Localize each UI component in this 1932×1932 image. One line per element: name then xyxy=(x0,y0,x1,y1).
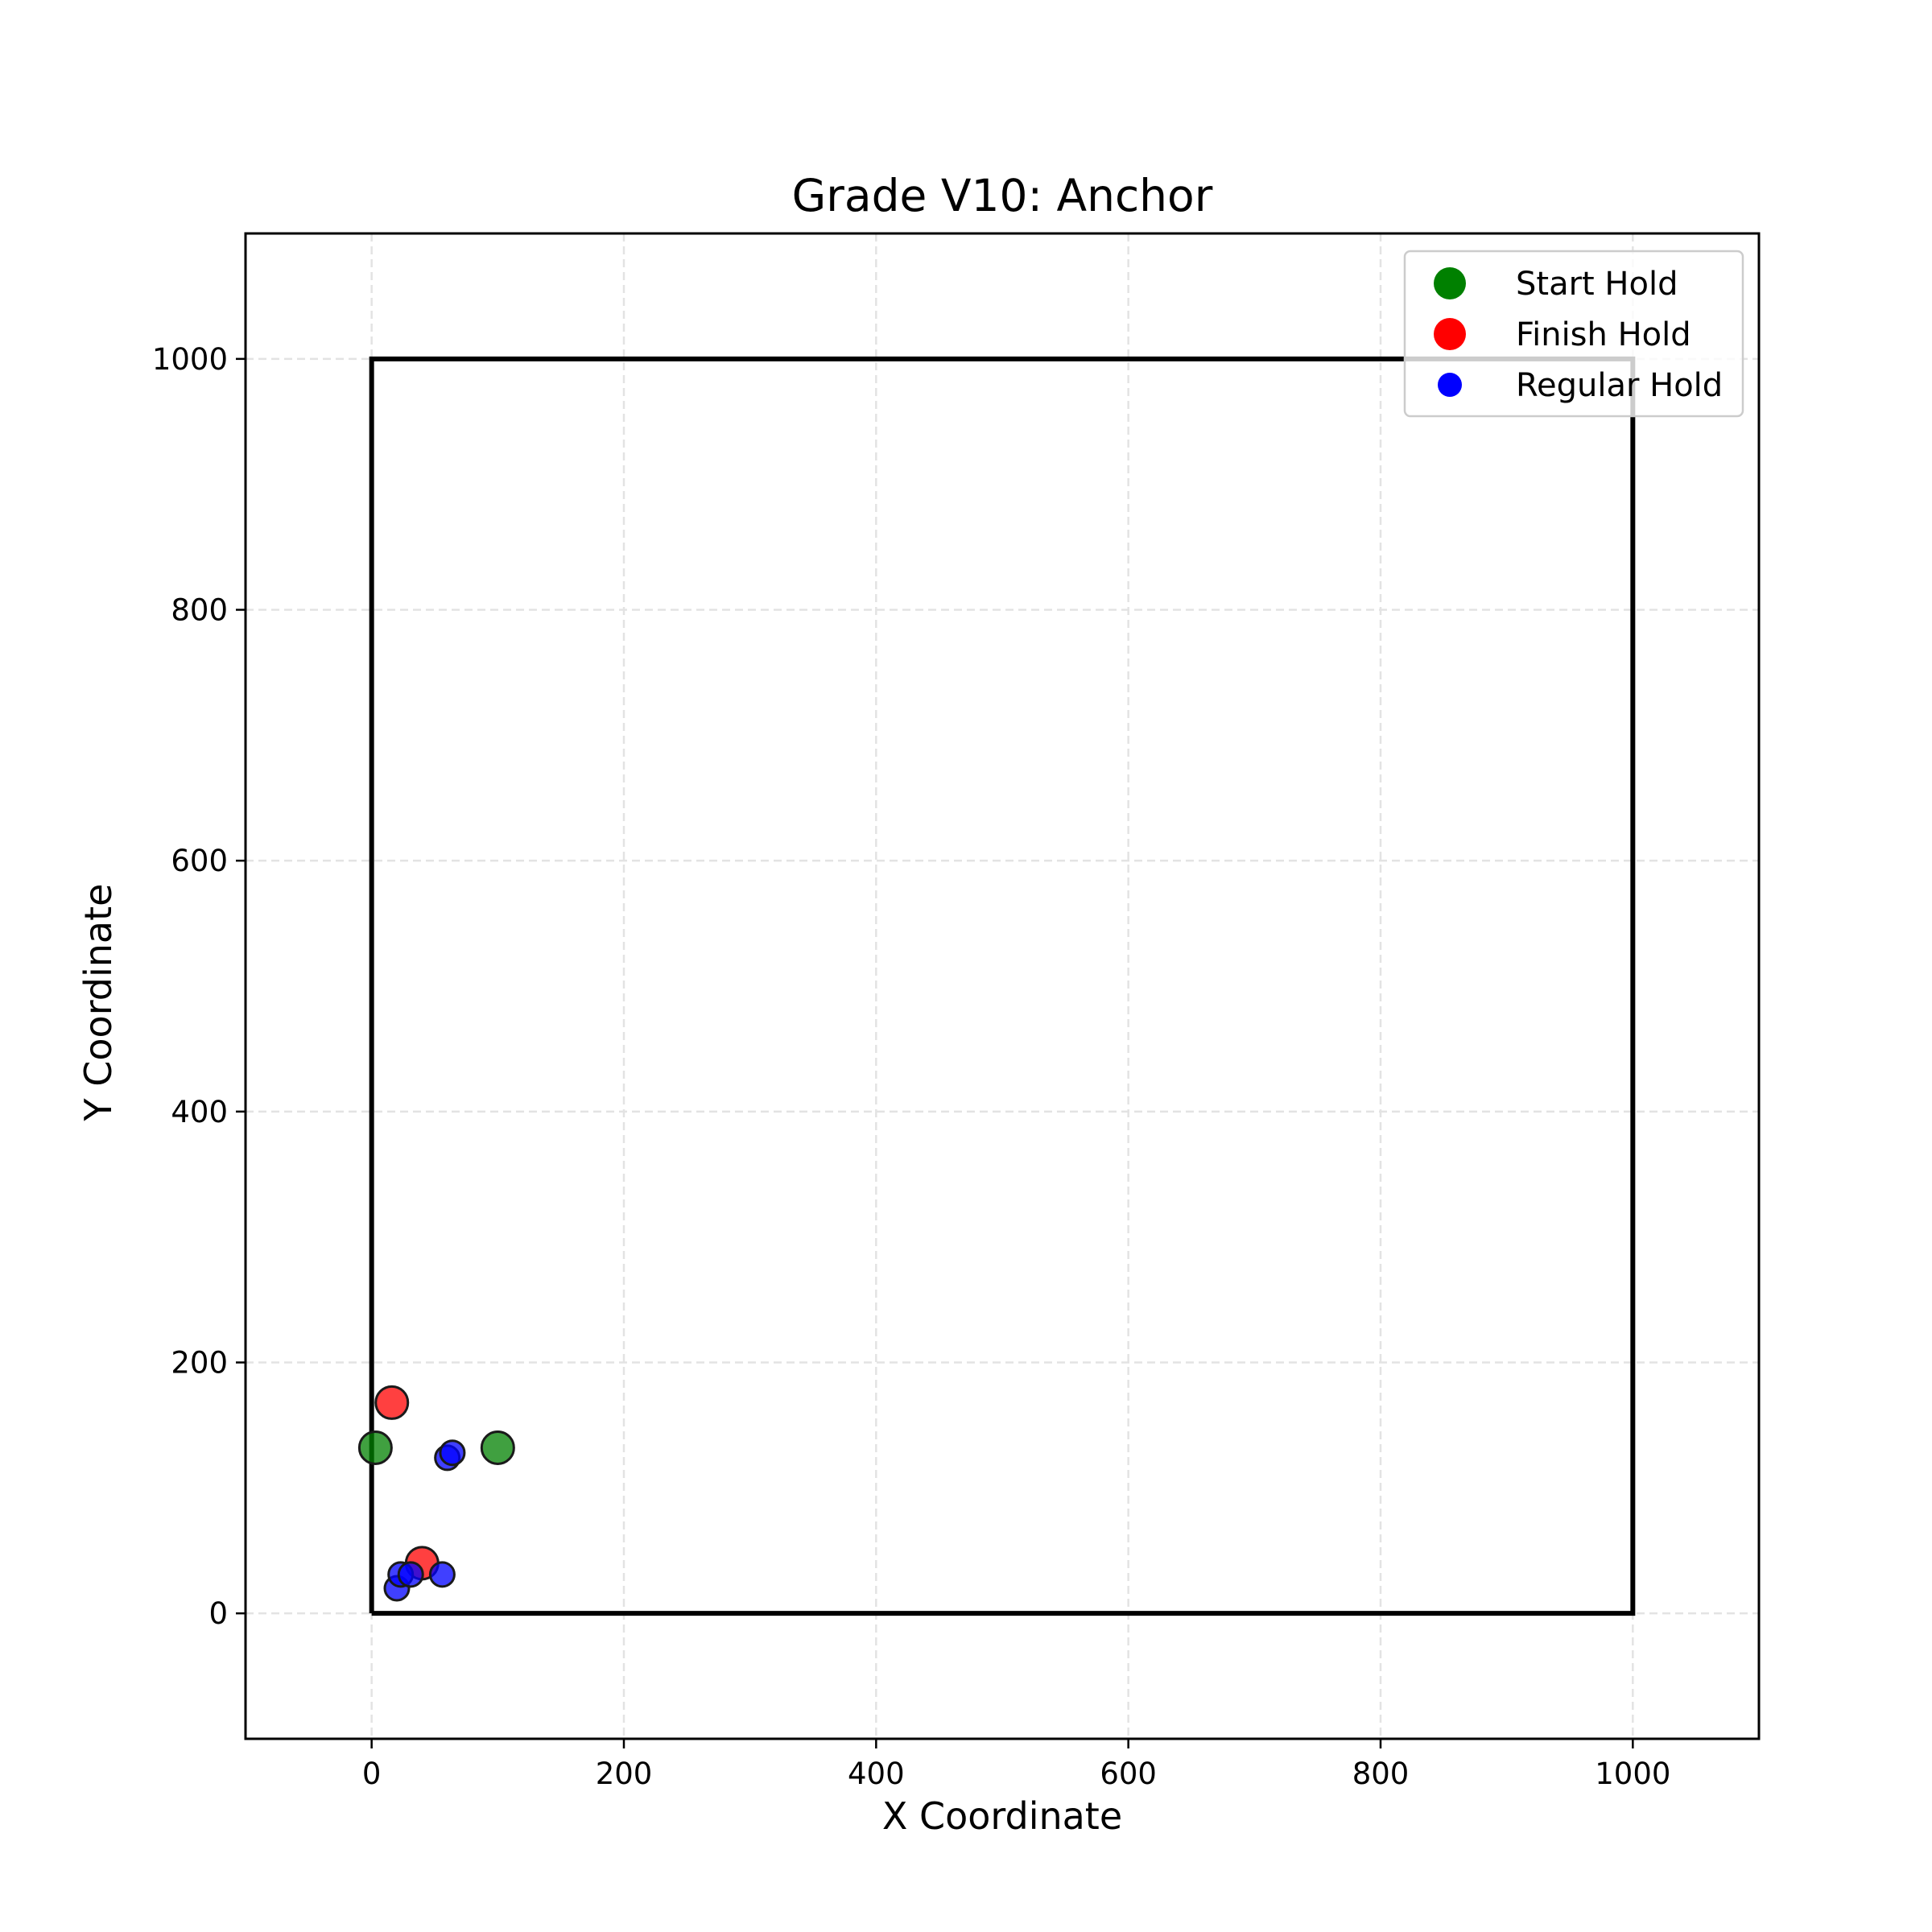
y-axis-label: Y Coordinate xyxy=(76,884,120,1122)
hold-point-finish-hold xyxy=(374,1385,410,1420)
y-tick-label: 600 xyxy=(171,844,228,878)
x-tick-label: 800 xyxy=(1352,1757,1410,1791)
x-tick-label: 0 xyxy=(362,1757,382,1791)
legend-marker xyxy=(1434,318,1466,350)
chart-title: Grade V10: Anchor xyxy=(792,170,1213,221)
legend-box xyxy=(1403,250,1744,418)
y-tick-label: 400 xyxy=(171,1095,228,1129)
legend-marker xyxy=(1434,267,1466,299)
y-tick-label: 1000 xyxy=(152,342,228,377)
hold-point-regular-hold xyxy=(397,1561,424,1588)
y-tick-label: 0 xyxy=(208,1596,228,1631)
x-ticks: 0 200 400 600 800 1000 xyxy=(362,1739,1670,1791)
x-axis-label: X Coordinate xyxy=(882,1794,1122,1838)
hold-point-regular-hold xyxy=(439,1439,466,1467)
legend-marker xyxy=(1438,373,1462,397)
y-tick-label: 200 xyxy=(171,1346,228,1381)
plot-frame xyxy=(244,232,1761,1740)
legend: Start Hold Finish Hold Regular Hold xyxy=(1403,250,1744,418)
hold-point-regular-hold xyxy=(428,1561,456,1588)
legend-label: Finish Hold xyxy=(1516,316,1691,353)
x-tick-label: 1000 xyxy=(1595,1757,1670,1791)
hold-point-start-hold xyxy=(357,1430,393,1465)
y-tick-label: 800 xyxy=(171,593,228,628)
legend-label: Regular Hold xyxy=(1516,367,1723,404)
x-tick-label: 200 xyxy=(596,1757,653,1791)
legend-label: Start Hold xyxy=(1516,266,1678,303)
x-tick-label: 400 xyxy=(848,1757,905,1791)
data-points xyxy=(357,1385,515,1602)
x-tick-label: 600 xyxy=(1100,1757,1157,1791)
hold-point-start-hold xyxy=(480,1430,515,1465)
y-ticks: 0 200 400 600 800 1000 xyxy=(152,342,246,1631)
